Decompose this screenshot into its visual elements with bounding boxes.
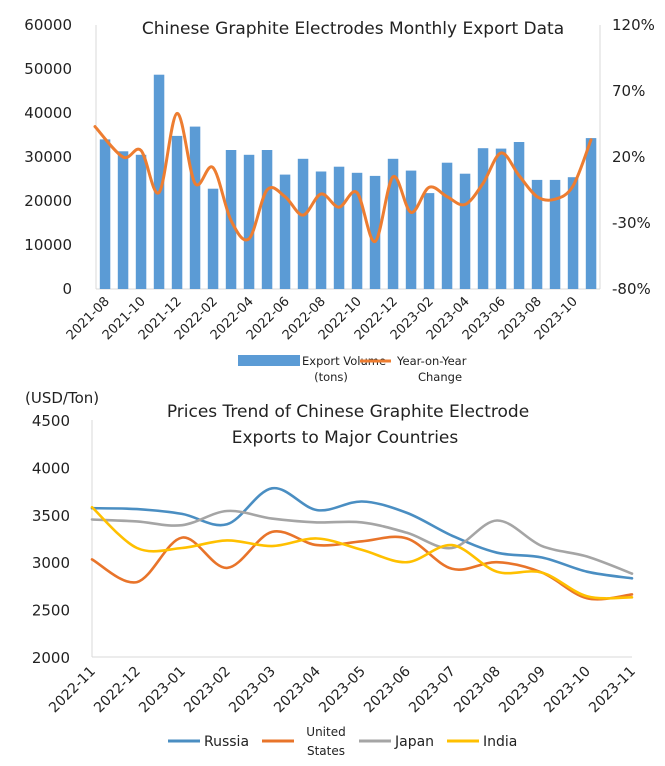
chart-title: Chinese Graphite Electrodes Monthly Expo…	[142, 19, 564, 39]
legend-label-export-volume-unit: (tons)	[314, 370, 348, 384]
x-tick-label: 2023-09	[496, 664, 549, 717]
x-tick-label: 2023-01	[136, 664, 189, 717]
series-line-russia	[90, 486, 634, 580]
right-y-tick-label: -30%	[612, 214, 651, 232]
bar-2022-10	[351, 172, 363, 289]
bar-2022-01	[189, 126, 201, 289]
export-volume-chart: Chinese Graphite Electrodes Monthly Expo…	[24, 16, 655, 384]
x-axis-tick-labels: 2022-112022-122023-012023-022023-032023-…	[46, 663, 639, 716]
x-tick-label: 2023-07	[406, 664, 459, 717]
x-tick-label: 2023-10	[541, 664, 594, 717]
bar-2023-06	[495, 148, 507, 289]
unit-label: (USD/Ton)	[25, 389, 99, 407]
chart-title-line2: Exports to Major Countries	[232, 428, 459, 448]
legend-label-russia: Russia	[204, 734, 249, 750]
bar-2022-09	[333, 166, 345, 289]
right-y-tick-label: -80%	[612, 280, 651, 298]
right-y-tick-label: 120%	[612, 16, 655, 34]
bar-2023-07	[513, 142, 525, 289]
x-tick-label: 2023-04	[271, 663, 324, 716]
legend-label-japan: Japan	[394, 734, 434, 750]
x-tick-label: 2022-11	[46, 664, 99, 717]
x-tick-label: 2023-08	[451, 664, 504, 717]
bar-2021-08	[99, 139, 111, 289]
left-y-tick-label: 60000	[24, 16, 72, 34]
legend-label-year-on-year: Year-on-Year	[396, 354, 467, 368]
bar-2021-09	[117, 151, 129, 289]
x-tick-label: 2023-11	[586, 664, 639, 717]
y-axis-ticks: 2000 2500 3000 3500 4000 4500	[32, 412, 70, 667]
bar-2022-11	[369, 175, 381, 289]
right-y-axis-ticks: -80% -30% 20% 70% 120%	[612, 16, 655, 298]
left-y-tick-label: 40000	[24, 104, 72, 122]
price-trend-chart: (USD/Ton) Prices Trend of Chinese Graphi…	[25, 389, 639, 758]
bar-2023-04	[459, 173, 471, 289]
y-tick-label: 2500	[32, 602, 70, 620]
left-y-tick-label: 0	[62, 280, 72, 298]
bar-2022-12	[387, 158, 399, 289]
bar-2023-10	[567, 177, 579, 289]
bar-2023-05	[477, 148, 489, 289]
x-tick-label: 2023-06	[361, 663, 414, 716]
series-line-japan	[90, 509, 634, 575]
x-tick-label: 2023-05	[316, 664, 369, 717]
bar-2021-10	[135, 154, 147, 289]
x-tick-label: 2022-12	[91, 664, 144, 717]
legend-label-united-states-line2: States	[307, 744, 345, 758]
bar-2023-02	[423, 193, 435, 289]
left-y-tick-label: 20000	[24, 192, 72, 210]
export-volume-bars	[99, 74, 597, 289]
legend: Russia United States Japan India	[168, 725, 517, 758]
left-y-tick-label: 30000	[24, 148, 72, 166]
y-tick-label: 3500	[32, 507, 70, 525]
series-line-united	[90, 530, 634, 601]
bar-2023-09	[549, 179, 561, 289]
y-tick-label: 4500	[32, 412, 70, 430]
legend-label-export-volume: Export Volume	[302, 354, 386, 368]
y-tick-label: 2000	[32, 649, 70, 667]
bar-2023-01	[405, 170, 417, 289]
y-tick-label: 4000	[32, 459, 70, 477]
year-on-year-line	[93, 111, 593, 244]
legend: Export Volume (tons) Year-on-Year Change	[238, 354, 467, 384]
legend-label-united-states-line1: United	[306, 725, 345, 739]
bar-2022-07	[297, 158, 309, 289]
x-axis-tick-labels: 2021-082021-102021-122022-022022-042022-…	[64, 294, 581, 343]
bar-2022-05	[261, 150, 273, 289]
bar-2022-06	[279, 174, 291, 289]
left-y-axis-ticks: 0 10000 20000 30000 40000 50000 60000	[24, 16, 72, 298]
bar-2023-11	[585, 138, 597, 289]
chart-title-line1: Prices Trend of Chinese Graphite Electro…	[167, 402, 529, 422]
bar-2022-02	[207, 188, 219, 289]
bar-2022-08	[315, 171, 327, 289]
right-y-tick-label: 70%	[612, 82, 645, 100]
country-price-lines	[90, 486, 634, 601]
series-line-india	[90, 505, 634, 600]
bar-2023-03	[441, 162, 453, 289]
legend-label-year-on-year-line2: Change	[418, 370, 462, 384]
legend-swatch-export-volume	[238, 355, 300, 366]
left-y-tick-label: 50000	[24, 60, 72, 78]
bar-2021-11	[153, 74, 165, 289]
legend-label-india: India	[483, 734, 517, 750]
x-tick-label: 2023-02	[181, 664, 234, 717]
x-tick-label: 2023-03	[226, 664, 279, 717]
right-y-tick-label: 20%	[612, 148, 645, 166]
bar-2021-12	[171, 135, 183, 289]
bar-2022-04	[243, 154, 255, 289]
left-y-tick-label: 10000	[24, 236, 72, 254]
bar-2023-08	[531, 179, 543, 289]
y-tick-label: 3000	[32, 554, 70, 572]
